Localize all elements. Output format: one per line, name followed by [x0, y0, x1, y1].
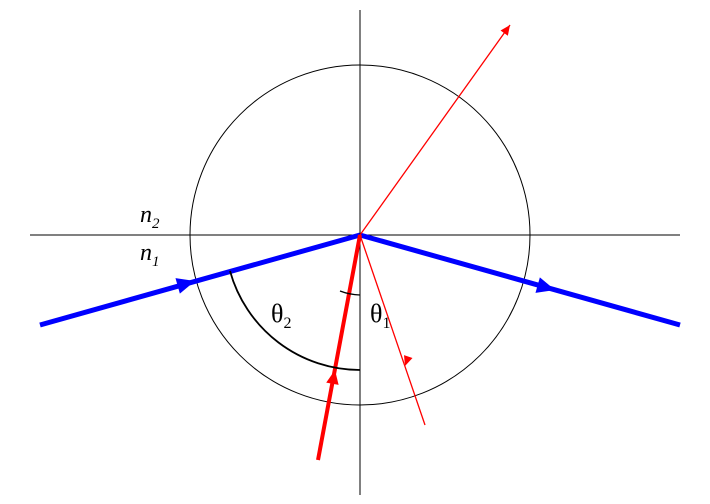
red-incident-ray: [318, 235, 360, 460]
blue-incident-ray: [40, 235, 360, 325]
red-transmitted-ray-arrow: [501, 22, 514, 35]
theta2-subscript: 2: [283, 315, 291, 332]
red-reflected-ray: [360, 235, 425, 425]
n2-label: n2: [140, 202, 160, 232]
theta1-subscript: 1: [382, 315, 390, 332]
theta1-label: θ1: [370, 299, 390, 332]
theta2-arc: [230, 271, 360, 370]
n2-subscript: 2: [152, 216, 160, 232]
n1-subscript: 1: [152, 254, 160, 270]
n1-label: n1: [140, 240, 160, 270]
red-reflected-ray-arrow: [401, 355, 413, 367]
red-transmitted-ray: [360, 25, 510, 235]
blue-reflected-ray: [360, 235, 680, 325]
theta2-label: θ2: [271, 299, 291, 332]
